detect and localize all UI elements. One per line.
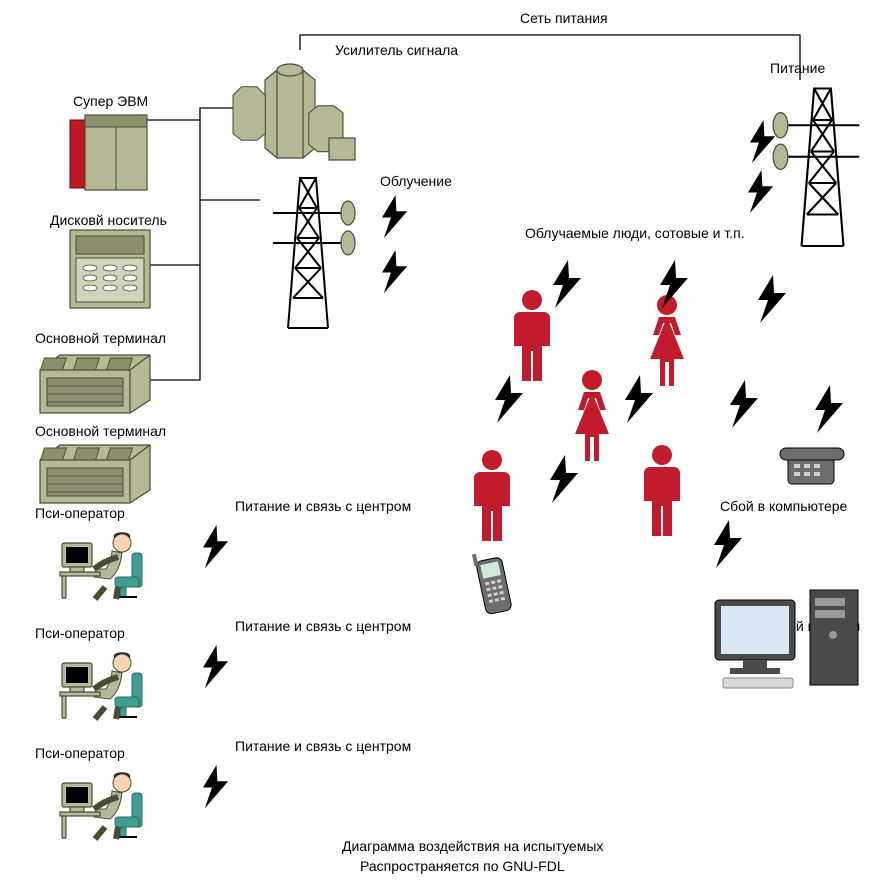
bolt-icon	[203, 645, 228, 688]
nodes-layer: .equip { fill:#b6b896; stroke:#4a4c34; s…	[0, 0, 874, 888]
bolts-group	[203, 120, 843, 808]
person-icon	[575, 370, 609, 461]
bolt-icon	[495, 375, 523, 423]
bolt-icon	[203, 765, 228, 808]
main-terminal-1-icon	[40, 355, 150, 413]
person-icon	[644, 445, 680, 536]
bolt-icon	[550, 455, 578, 503]
tower-left-icon	[273, 178, 355, 328]
psi-operator-3-icon	[60, 772, 142, 839]
tower-right-icon	[773, 89, 859, 247]
bolt-icon	[382, 250, 407, 293]
person-icon	[650, 295, 684, 386]
bolt-icon	[553, 260, 581, 308]
bolt-icon	[714, 520, 742, 568]
supercomputer-icon	[70, 115, 147, 190]
people-group	[474, 290, 684, 541]
cellphone-icon	[472, 549, 512, 615]
bolt-icon	[730, 380, 758, 428]
person-icon	[474, 450, 510, 541]
telephone-icon	[780, 448, 844, 484]
person-icon	[514, 290, 550, 381]
amplifier-icon	[233, 64, 355, 160]
bolt-icon	[625, 375, 653, 423]
bolt-icon	[748, 170, 773, 213]
bolt-icon	[750, 120, 775, 163]
bolt-icon	[382, 195, 407, 238]
computer-icon	[715, 590, 858, 688]
psi-operator-1-icon	[60, 532, 142, 599]
bolt-icon	[758, 275, 786, 323]
main-terminal-2-icon	[40, 445, 150, 503]
bolt-icon	[815, 385, 843, 433]
psi-operator-2-icon	[60, 652, 142, 719]
bolt-icon	[203, 525, 228, 568]
disk-storage-icon	[70, 230, 150, 308]
